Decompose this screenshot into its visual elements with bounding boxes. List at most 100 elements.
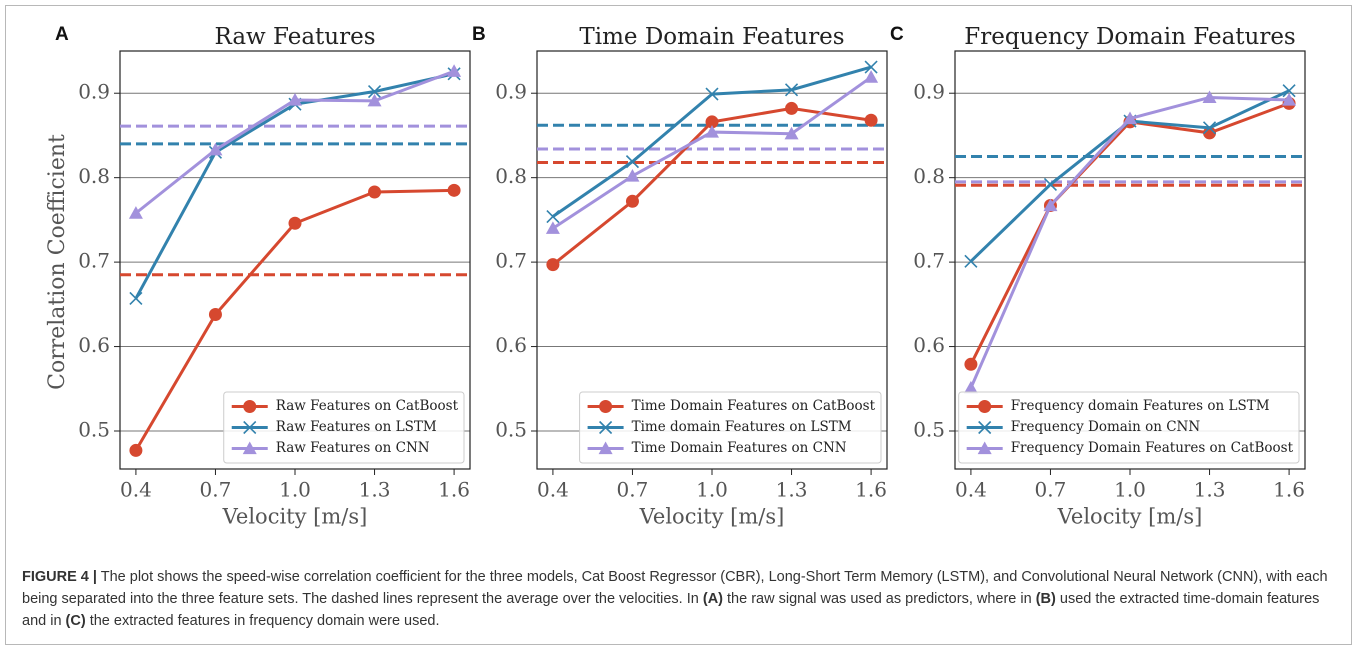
legend-label: Time Domain Features on CatBoost [632, 398, 876, 414]
y-tick-label: 0.5 [495, 418, 527, 442]
legend-box [223, 391, 465, 464]
figure-frame [5, 5, 1352, 645]
chart-title: Frequency Domain Features [964, 24, 1296, 50]
caption-bold: (C) [65, 613, 86, 629]
legend-label: Raw Features on CatBoost [276, 398, 459, 414]
x-tick-label: 1.3 [1194, 478, 1226, 502]
marker [705, 87, 719, 101]
x-tick-label: 1.3 [359, 478, 391, 502]
marker [447, 64, 462, 77]
marker [1282, 92, 1297, 106]
x-tick-label: 1.0 [696, 478, 728, 502]
marker [625, 155, 640, 169]
legend-marker [599, 400, 613, 413]
marker [864, 70, 879, 83]
series-line [552, 75, 872, 230]
marker [625, 194, 639, 208]
legend-label: Frequency Domain Features on CatBoost [1011, 440, 1294, 456]
x-tick-label: 0.4 [120, 478, 152, 502]
legend-marker [243, 420, 257, 435]
x-axis-label: Velocity [m/s] [639, 505, 785, 529]
y-tick-label: 0.9 [78, 80, 110, 104]
y-tick-label: 0.6 [78, 333, 110, 357]
series-line [969, 95, 1290, 389]
series-line [134, 72, 455, 300]
caption-text: used the extracted time-domain features … [22, 591, 1324, 629]
marker [545, 221, 560, 234]
y-tick-label: 0.7 [78, 249, 110, 273]
marker [625, 168, 640, 182]
legend-label: Raw Features on LSTM [276, 419, 437, 435]
caption-text: the extracted features in frequency doma… [85, 613, 440, 629]
legend-label: Raw Features on CNN [276, 440, 430, 456]
legend: Time Domain Features on CatBoost Time dom… [579, 391, 882, 464]
x-tick-label: 1.0 [279, 478, 311, 502]
marker [546, 258, 560, 272]
marker [129, 291, 143, 305]
y-tick-label: 0.5 [78, 418, 110, 442]
chart-title: Raw Features [214, 24, 375, 50]
legend-box [958, 391, 1300, 464]
marker [367, 93, 382, 107]
legend: Raw Features on CatBoost Raw Features on … [223, 391, 465, 464]
marker [1202, 121, 1217, 135]
x-tick-label: 1.3 [776, 478, 808, 502]
x-tick-label: 0.7 [617, 478, 649, 502]
y-axis-label: Correlation Coefficient [45, 134, 70, 390]
marker [785, 101, 799, 115]
marker [1123, 111, 1137, 125]
y-tick-label: 0.9 [495, 80, 527, 104]
marker [1282, 84, 1296, 98]
marker [864, 113, 878, 127]
y-tick-label: 0.5 [913, 418, 945, 442]
y-tick-label: 0.6 [913, 333, 945, 357]
caption-text: the raw signal was used as predictors, w… [723, 591, 1036, 607]
marker [784, 126, 799, 140]
legend-marker [978, 400, 992, 413]
legend-marker [977, 441, 992, 455]
legend-label: Time Domain Features on CNN [632, 440, 847, 456]
axes-frame [119, 50, 471, 470]
panel-label: A [55, 24, 69, 45]
legend-box [579, 391, 882, 464]
legend-marker [599, 420, 613, 435]
caption-bold: FIGURE 4 | [22, 569, 97, 585]
marker [963, 380, 978, 394]
marker [705, 115, 719, 129]
x-axis-label: Velocity [m/s] [1057, 505, 1203, 529]
marker [705, 125, 719, 138]
marker [288, 216, 302, 230]
x-tick-label: 0.7 [1035, 478, 1067, 502]
panel-label: B [472, 24, 486, 45]
marker [1203, 126, 1217, 140]
x-tick-label: 0.4 [537, 478, 569, 502]
marker [546, 209, 560, 224]
y-tick-label: 0.7 [495, 249, 527, 273]
x-tick-label: 0.4 [955, 478, 987, 502]
y-tick-label: 0.8 [495, 164, 527, 188]
caption-bold: (A) [702, 591, 723, 607]
caption: FIGURE 4 | The plot shows the speed-wise… [22, 566, 1337, 632]
marker [864, 60, 878, 74]
marker [447, 183, 461, 197]
marker [1202, 90, 1217, 104]
y-tick-label: 0.7 [913, 249, 945, 273]
marker [964, 254, 978, 268]
legend-marker [242, 441, 257, 455]
marker [367, 84, 382, 99]
marker [129, 443, 143, 457]
caption-bold: (B) [1035, 591, 1056, 607]
axes-frame [954, 50, 1306, 470]
legend: Frequency domain Features on LSTM Frequen… [958, 391, 1300, 464]
marker [784, 83, 799, 97]
series-line [552, 65, 872, 218]
y-tick-label: 0.9 [913, 80, 945, 104]
y-tick-label: 0.6 [495, 333, 527, 357]
legend-label: Frequency Domain on CNN [1011, 419, 1201, 435]
chart: 0.5 0.6 0.7 0.8 0.9 0.4 0.7 1.0 1.3 1.6 A Raw Featu… [45, 24, 1306, 529]
x-tick-label: 1.6 [1273, 478, 1305, 502]
axes-frame [536, 50, 888, 470]
x-tick-label: 1.6 [438, 478, 470, 502]
legend-marker [598, 441, 613, 455]
